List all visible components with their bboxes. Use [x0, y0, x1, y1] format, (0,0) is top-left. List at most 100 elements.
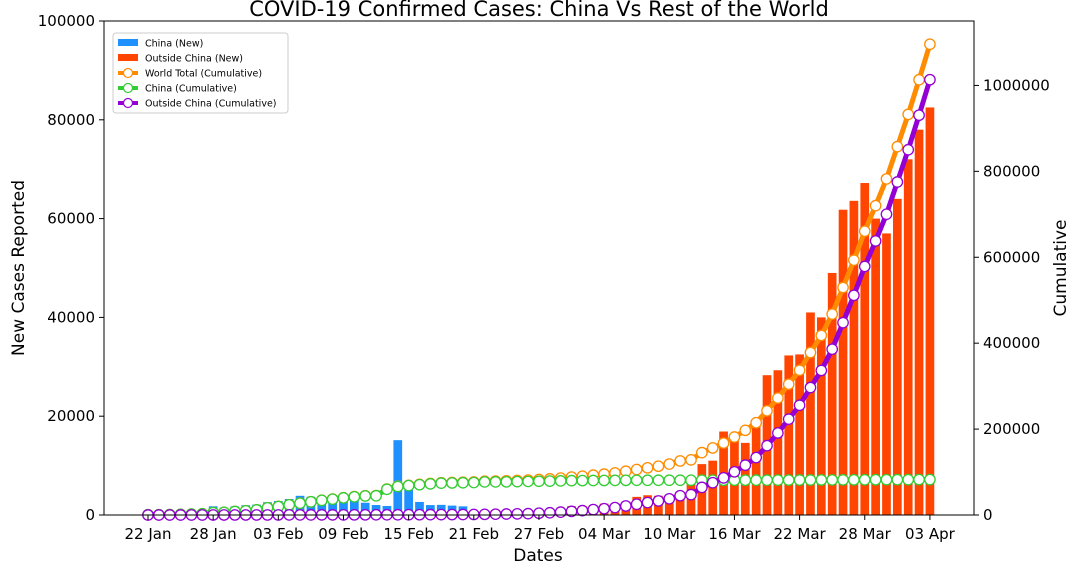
point-china-cumulative-24 — [402, 479, 415, 492]
point-outside-china-cumulative-43 — [609, 501, 621, 514]
y2-tick-label: 600000 — [983, 248, 1040, 266]
legend-label: Outside China (Cumulative) — [145, 99, 277, 110]
point-world-total-cumulative-71 — [913, 73, 925, 86]
point-world-total-cumulative-50 — [685, 454, 697, 466]
bar-outside-china-new-68 — [882, 233, 891, 516]
x-tick-label: 03 Apr — [905, 525, 956, 543]
legend-label: China (New) — [145, 39, 203, 50]
point-china-cumulative-38 — [554, 475, 567, 487]
bar-outside-china-new-58 — [773, 370, 783, 515]
bar-china-new-18 — [339, 501, 348, 515]
y-tick-label: 80000 — [47, 111, 95, 129]
point-china-cumulative-27 — [435, 477, 448, 489]
legend-marker — [122, 82, 134, 94]
point-outside-china-cumulative-62 — [815, 364, 828, 377]
point-outside-china-cumulative-42 — [598, 502, 610, 515]
point-china-cumulative-15 — [305, 496, 317, 508]
y-tick-label: 20000 — [47, 407, 95, 425]
y-tick-label: 100000 — [38, 12, 95, 30]
legend-swatch — [118, 54, 138, 61]
point-world-total-cumulative-72 — [924, 38, 936, 51]
point-china-cumulative-37 — [543, 475, 556, 487]
point-outside-china-cumulative-51 — [696, 481, 708, 494]
point-outside-china-cumulative-60 — [793, 399, 806, 412]
point-outside-china-cumulative-69 — [891, 176, 904, 188]
point-china-cumulative-72 — [924, 473, 936, 486]
point-china-cumulative-63 — [826, 474, 839, 486]
x-tick-label: 09 Feb — [318, 525, 368, 543]
point-outside-china-cumulative-31 — [478, 508, 491, 521]
point-world-total-cumulative-62 — [815, 329, 828, 342]
point-china-cumulative-49 — [674, 474, 686, 487]
x-tick-label: 27 Feb — [514, 525, 564, 543]
point-world-total-cumulative-67 — [869, 199, 882, 212]
bar-outside-china-new-56 — [751, 422, 761, 515]
point-china-cumulative-48 — [663, 474, 676, 487]
x-tick-label: 21 Feb — [449, 525, 499, 543]
point-china-cumulative-17 — [326, 493, 339, 506]
point-outside-china-cumulative-65 — [848, 289, 860, 302]
point-china-cumulative-16 — [315, 494, 328, 507]
legend-label: China (Cumulative) — [145, 84, 237, 95]
point-world-total-cumulative-61 — [804, 346, 817, 359]
point-world-total-cumulative-69 — [891, 140, 904, 153]
x-tick-label: 22 Mar — [774, 525, 827, 543]
point-world-total-cumulative-59 — [782, 378, 795, 391]
bar-outside-china-new-67 — [871, 218, 880, 515]
point-world-total-cumulative-48 — [663, 458, 676, 470]
y-tick-label: 0 — [85, 506, 95, 524]
point-outside-china-cumulative-41 — [587, 503, 600, 516]
y-axis-right: 0 200000 400000 600000 800000 1000000 — [974, 76, 1050, 524]
point-world-total-cumulative-46 — [641, 461, 654, 474]
point-china-cumulative-33 — [500, 475, 513, 488]
point-world-total-cumulative-55 — [739, 424, 752, 437]
point-outside-china-cumulative-38 — [554, 506, 567, 518]
point-china-cumulative-65 — [848, 473, 860, 486]
legend-marker — [122, 67, 134, 79]
point-world-total-cumulative-66 — [858, 225, 871, 238]
point-outside-china-cumulative-68 — [880, 208, 893, 221]
bar-outside-china-new-60 — [795, 354, 804, 515]
point-outside-china-cumulative-70 — [902, 143, 915, 156]
point-outside-china-cumulative-54 — [728, 465, 741, 478]
x-tick-label: 03 Feb — [253, 525, 303, 543]
point-china-cumulative-22 — [381, 483, 393, 496]
lines-layer — [142, 38, 936, 521]
y-axis-title: New Cases Reported — [9, 180, 29, 356]
point-china-cumulative-41 — [587, 474, 600, 487]
point-world-total-cumulative-68 — [880, 173, 893, 185]
point-outside-china-cumulative-48 — [663, 492, 676, 505]
point-outside-china-cumulative-49 — [674, 489, 686, 502]
bar-outside-china-new-48 — [664, 495, 674, 515]
point-china-cumulative-14 — [294, 497, 306, 510]
point-china-cumulative-26 — [424, 478, 437, 490]
point-china-cumulative-30 — [467, 476, 480, 489]
point-outside-china-cumulative-33 — [500, 508, 513, 520]
point-china-cumulative-20 — [359, 490, 372, 502]
x-tick-label: 22 Jan — [125, 525, 172, 543]
bar-outside-china-new-63 — [827, 272, 837, 515]
point-outside-china-cumulative-34 — [511, 508, 524, 520]
bar-outside-china-new-65 — [849, 200, 859, 515]
legend-box — [112, 32, 289, 114]
point-world-total-cumulative-47 — [652, 460, 665, 473]
point-china-cumulative-68 — [880, 473, 893, 486]
bar-china-new-17 — [328, 498, 337, 515]
point-outside-china-cumulative-55 — [739, 459, 752, 471]
point-china-cumulative-64 — [837, 474, 849, 486]
point-outside-china-cumulative-72 — [924, 73, 936, 86]
legend: China (New) Outside China (New) World Tota… — [112, 32, 289, 114]
point-outside-china-cumulative-45 — [630, 498, 643, 511]
bar-china-new-19 — [349, 500, 359, 515]
point-outside-china-cumulative-44 — [619, 500, 632, 512]
point-china-cumulative-28 — [446, 477, 458, 489]
y-tick-label: 40000 — [47, 308, 95, 326]
point-china-cumulative-70 — [902, 473, 915, 486]
x-axis-title: Dates — [513, 546, 563, 566]
point-outside-china-cumulative-46 — [641, 496, 654, 509]
bar-outside-china-new-59 — [784, 355, 794, 515]
point-china-cumulative-71 — [913, 473, 925, 486]
point-china-cumulative-32 — [489, 476, 502, 488]
point-world-total-cumulative-49 — [674, 455, 686, 467]
